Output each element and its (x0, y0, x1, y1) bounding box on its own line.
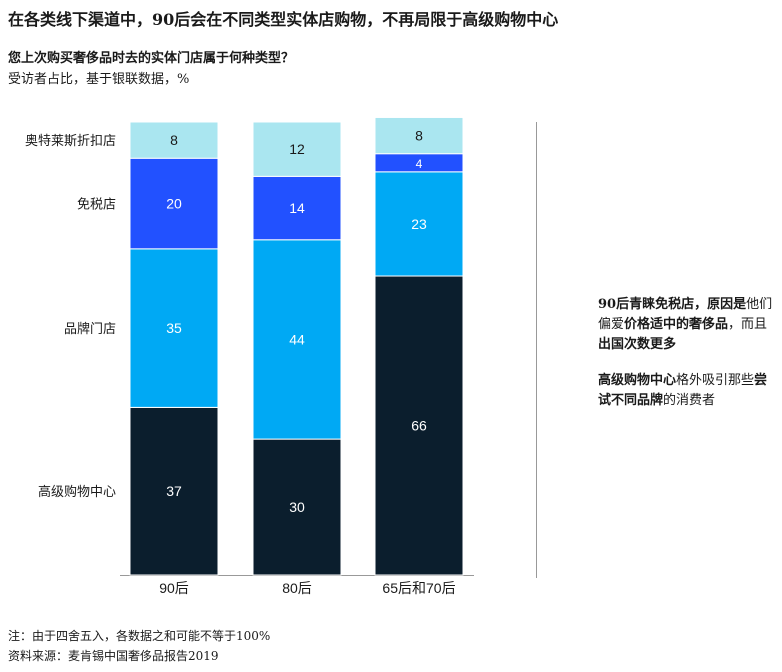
chart-unit: 受访者占比，基于银联数据，% (8, 72, 190, 87)
bar-segment (252, 121, 342, 177)
data-label: 4 (416, 157, 423, 171)
category-label: 90后 (159, 580, 189, 596)
bar-segment (374, 171, 464, 277)
chart-question: 您上次购买奢侈品时去的实体门店属于何种类型？ (8, 51, 295, 66)
divider-line (536, 122, 537, 578)
data-label: 30 (289, 499, 305, 515)
source-note: 资料来源：麦肯锡中国奢侈品报告2019 (8, 649, 219, 663)
note-emphasis: 出国次数更多 (598, 337, 677, 352)
data-label: 8 (415, 128, 423, 144)
data-label: 35 (166, 320, 182, 336)
note-emphasis: 价格适中的奢侈品 (624, 317, 729, 332)
note-emphasis: 高级购物中心 (598, 373, 677, 388)
bar-segment (252, 438, 342, 576)
bar-segment (252, 175, 342, 241)
data-label: 44 (289, 331, 305, 347)
bar-segment (129, 121, 219, 159)
insight-note-mall: 高级购物中心格外吸引那些尝试不同品牌的消费者 (598, 371, 778, 411)
data-label: 37 (166, 483, 182, 499)
bar-segment (374, 116, 464, 155)
data-label: 23 (411, 216, 427, 232)
insight-note-duty-free: 90后青睐免税店，原因是他们偏爱价格适中的奢侈品，而且出国次数更多 (598, 295, 778, 355)
note-emphasis: 90后青睐免税店，原因是 (598, 297, 747, 312)
data-label: 12 (289, 141, 305, 157)
note-text: 格外吸引那些 (676, 373, 755, 388)
legend-label: 高级购物中心 (38, 484, 116, 500)
legend-label: 免税店 (77, 198, 116, 213)
data-label: 20 (166, 196, 182, 212)
bar-segment (374, 275, 464, 576)
legend-label: 品牌门店 (64, 321, 116, 337)
bar-segment (252, 239, 342, 440)
page-title: 在各类线下渠道中，90后会在不同类型实体店购物，不再局限于高级购物中心 (8, 10, 559, 29)
category-label: 65后和70后 (382, 580, 455, 596)
bar-segment (129, 248, 219, 408)
legend-label: 奥特莱斯折扣店 (25, 134, 116, 149)
note-text: ，而且 (728, 317, 768, 332)
bar-segment (129, 406, 219, 576)
data-label: 8 (170, 132, 178, 148)
data-label: 66 (411, 418, 427, 434)
category-label: 80后 (282, 580, 312, 596)
footnote: 注：由于四舍五入，各数据之和可能不等于100% (8, 629, 271, 643)
data-label: 14 (289, 200, 305, 216)
note-text: 他们偏爱 (598, 297, 773, 332)
note-text: 的消费者 (663, 393, 716, 408)
note-emphasis: 尝试不同品牌 (598, 373, 768, 408)
